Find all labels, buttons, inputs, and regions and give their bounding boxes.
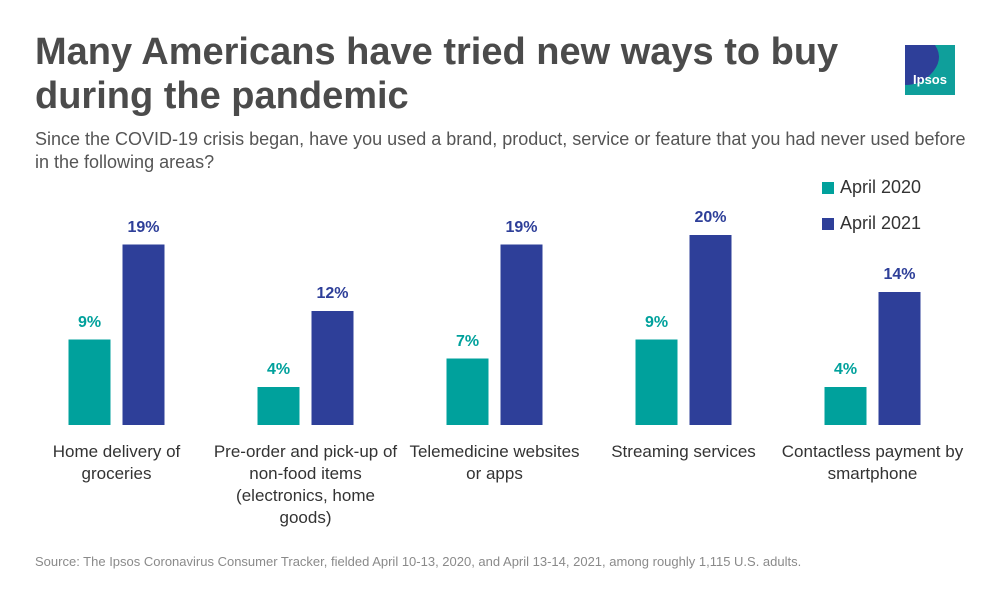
value-label: 4% [833, 361, 858, 378]
x-tick-label: Contactless payment by smartphone [781, 442, 964, 483]
bar [635, 339, 678, 425]
chart-title: Many Americans have tried new ways to bu… [35, 31, 839, 117]
chart-subtitle: Since the COVID-19 crisis began, have yo… [35, 129, 966, 172]
value-label: 12% [316, 285, 349, 302]
value-label: 20% [694, 209, 727, 226]
bar [446, 358, 489, 425]
value-label: 19% [127, 218, 160, 236]
bar [500, 244, 543, 425]
bar [311, 311, 354, 425]
bar [257, 387, 300, 425]
x-tick-label: Home delivery of groceries [52, 442, 181, 483]
legend-label: April 2020 [840, 177, 922, 197]
x-tick-label: Pre-order and pick-up of non-food items … [213, 442, 398, 527]
value-label: 9% [644, 313, 669, 331]
bar [68, 339, 111, 425]
legend-swatch [822, 218, 834, 230]
source-note: Source: The Ipsos Coronavirus Consumer T… [35, 554, 802, 569]
bar [824, 387, 867, 425]
value-label: 7% [455, 332, 480, 350]
x-tick-label: Telemedicine websites or apps [409, 442, 580, 483]
legend-swatch [822, 182, 834, 194]
bar [689, 235, 732, 425]
value-label: 4% [266, 361, 291, 378]
value-label: 19% [505, 218, 538, 236]
x-tick-label: Streaming services [611, 442, 756, 461]
legend-label: April 2021 [840, 213, 922, 233]
bar [122, 244, 165, 425]
bar [878, 292, 921, 425]
value-label: 14% [883, 266, 916, 283]
value-label: 9% [77, 313, 102, 331]
logo-shape [905, 45, 939, 85]
logo-text: Ipsos [913, 72, 947, 87]
